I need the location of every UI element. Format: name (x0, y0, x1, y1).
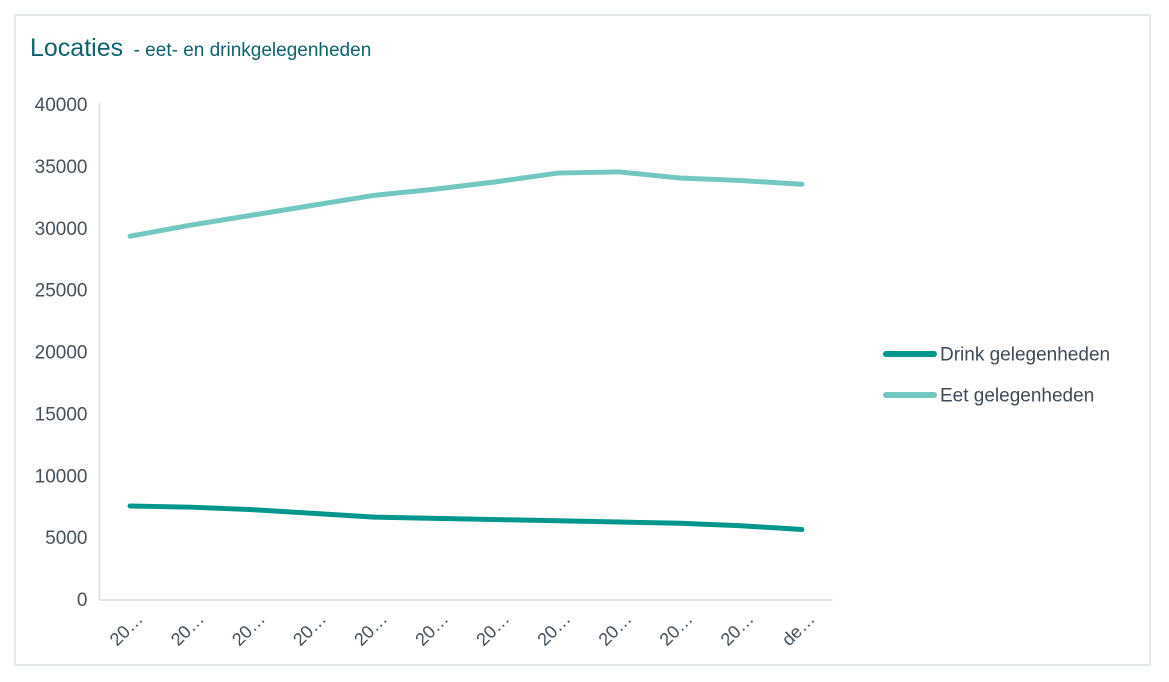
y-axis-tick-label: 40000 (35, 95, 88, 116)
chart-title-sub: - eet- en drinkgelegenheden (133, 40, 372, 61)
x-axis-tick-label: 20… (228, 609, 269, 650)
x-axis-tick-label: 20… (656, 609, 697, 650)
x-axis-tick-label: 20… (350, 609, 391, 650)
y-axis-tick-label: 0 (77, 590, 88, 611)
series-line-eet-gelegenheden (127, 169, 805, 239)
y-axis-tick-label: 30000 (35, 219, 88, 240)
x-axis-tick-label: 20… (472, 609, 513, 650)
y-axis-tick-label: 25000 (35, 281, 88, 302)
x-axis-tick-label: 20… (289, 609, 330, 650)
x-axis-tick-label: 20… (411, 609, 452, 650)
legend-label-drink-gelegenheden: Drink gelegenheden (940, 345, 1110, 366)
y-axis-tick-label: 15000 (35, 404, 88, 425)
x-axis-tick-label: 20… (595, 609, 636, 650)
chart-title: Locaties - eet- en drinkgelegenheden (30, 34, 371, 63)
y-axis-tick-label: 35000 (35, 157, 88, 178)
chart-title-main: Locaties (30, 34, 124, 62)
line-chart: 0 5000 10000 15000 20000 25000 30000 35000 40000… (35, 95, 1110, 650)
chart-canvas[interactable]: Locaties - eet- en drinkgelegenheden 0 50… (14, 14, 1151, 666)
series-line-drink-gelegenheden (127, 503, 805, 532)
x-axis-tick-label: de… (778, 609, 819, 650)
y-axis-tick-label: 20000 (35, 343, 88, 364)
x-axis-tick-label: 20… (533, 609, 574, 650)
x-axis-tick-label: 20… (167, 609, 208, 650)
x-axis-tick-label: 20… (717, 609, 758, 650)
legend-label-eet-gelegenheden: Eet gelegenheden (940, 386, 1094, 407)
y-axis-tick-label: 10000 (35, 466, 88, 487)
x-axis-tick-label: 20… (106, 609, 147, 650)
y-axis-tick-label: 5000 (45, 528, 87, 549)
